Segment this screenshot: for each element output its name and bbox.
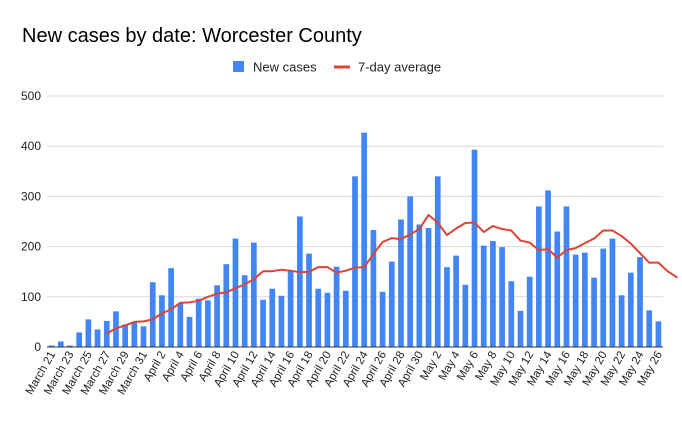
bar [333, 266, 340, 347]
bar [195, 298, 202, 347]
bar [627, 272, 634, 347]
legend-bar-swatch [233, 61, 244, 72]
y-tick-label: 200 [21, 240, 41, 254]
average-line [105, 213, 678, 335]
bar [517, 310, 524, 347]
bar [499, 247, 505, 347]
bar-series [48, 132, 662, 347]
bar [434, 176, 441, 347]
bar [572, 254, 579, 347]
bar [444, 267, 450, 347]
bar [287, 270, 294, 347]
bar [269, 288, 276, 347]
bar [554, 231, 561, 347]
y-tick-label: 300 [21, 189, 41, 203]
bar [536, 206, 542, 347]
bar [398, 219, 404, 347]
bar [342, 290, 349, 347]
bar [545, 190, 551, 347]
bar [296, 216, 303, 347]
bar [471, 149, 478, 347]
legend-label-new-cases: New cases [253, 60, 317, 75]
bar [186, 316, 193, 347]
bar [490, 241, 496, 347]
bar [600, 248, 607, 347]
y-tick-label: 0 [34, 340, 41, 354]
bar [57, 341, 64, 347]
bar [655, 321, 662, 347]
bar [140, 326, 147, 347]
bar [122, 324, 128, 347]
bar [388, 261, 395, 347]
bar [407, 196, 414, 347]
bar [223, 264, 230, 347]
bar [453, 255, 459, 347]
bar [462, 284, 469, 347]
bar [591, 277, 597, 347]
bar [416, 224, 423, 347]
bar [278, 295, 285, 347]
bar [480, 245, 487, 347]
bar [425, 228, 432, 347]
bar [526, 276, 533, 347]
bar [48, 345, 55, 347]
bar [94, 329, 101, 347]
bar [370, 230, 377, 347]
bar [76, 332, 83, 347]
bar [379, 291, 386, 347]
bar [214, 285, 220, 347]
y-tick-label: 400 [21, 139, 41, 153]
bar [260, 299, 266, 347]
bar [609, 238, 616, 347]
bar [306, 253, 312, 347]
bar [205, 300, 211, 347]
bar [563, 206, 570, 347]
bar [251, 242, 257, 347]
bar [618, 295, 625, 347]
bar [85, 319, 92, 347]
bar [241, 275, 248, 347]
y-tick-label: 100 [21, 290, 41, 304]
bar [168, 268, 174, 347]
legend: New cases 7-day average [233, 60, 441, 75]
bar [324, 292, 331, 347]
bar [131, 321, 138, 347]
bar [637, 257, 643, 347]
bar [232, 238, 239, 347]
bar [582, 252, 588, 347]
bar [352, 176, 358, 347]
y-tick-label: 500 [21, 89, 41, 103]
line-series [105, 213, 678, 335]
bar [177, 303, 184, 347]
bar [646, 310, 653, 347]
bar [67, 345, 73, 347]
bar [149, 282, 156, 347]
chart-title: New cases by date: Worcester County [22, 25, 362, 47]
bar [508, 281, 515, 347]
bar [361, 132, 368, 347]
bar [315, 288, 322, 347]
legend-label-7-day-average: 7-day average [358, 60, 441, 75]
y-axis: 0 100 200 300 400 500 [21, 89, 41, 354]
bar [159, 295, 165, 347]
